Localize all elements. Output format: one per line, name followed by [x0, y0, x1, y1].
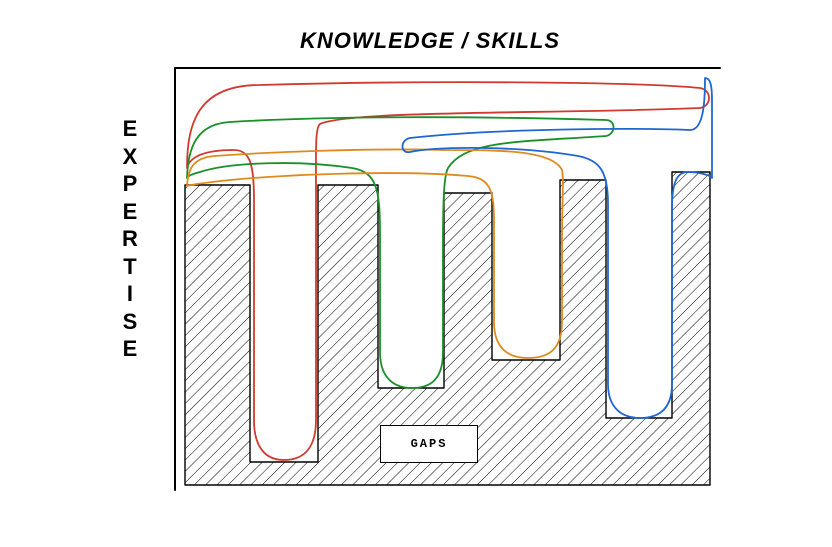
drip-green: [187, 117, 614, 388]
y-axis-title: EXPERTISE: [122, 115, 138, 363]
gaps-label: GAPS: [380, 425, 478, 463]
x-axis-title: KNOWLEDGE / SKILLS: [300, 28, 560, 54]
diagram-canvas: KNOWLEDGE / SKILLS EXPERTISE GAPS: [0, 0, 832, 547]
